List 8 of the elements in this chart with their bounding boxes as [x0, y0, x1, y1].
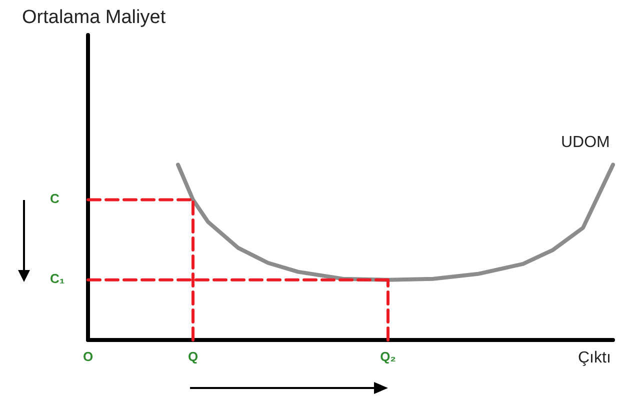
x-tick-label: Q₂ [380, 349, 396, 364]
x-tick-label: Q [188, 349, 198, 364]
text: C₁ [50, 270, 65, 286]
x-tick-label: O [82, 349, 94, 364]
x-axis-title: Çıktı [578, 350, 611, 366]
text: Ortalama Maliyet [22, 7, 166, 28]
text: C [50, 190, 60, 206]
series-label: UDOM [561, 134, 610, 152]
